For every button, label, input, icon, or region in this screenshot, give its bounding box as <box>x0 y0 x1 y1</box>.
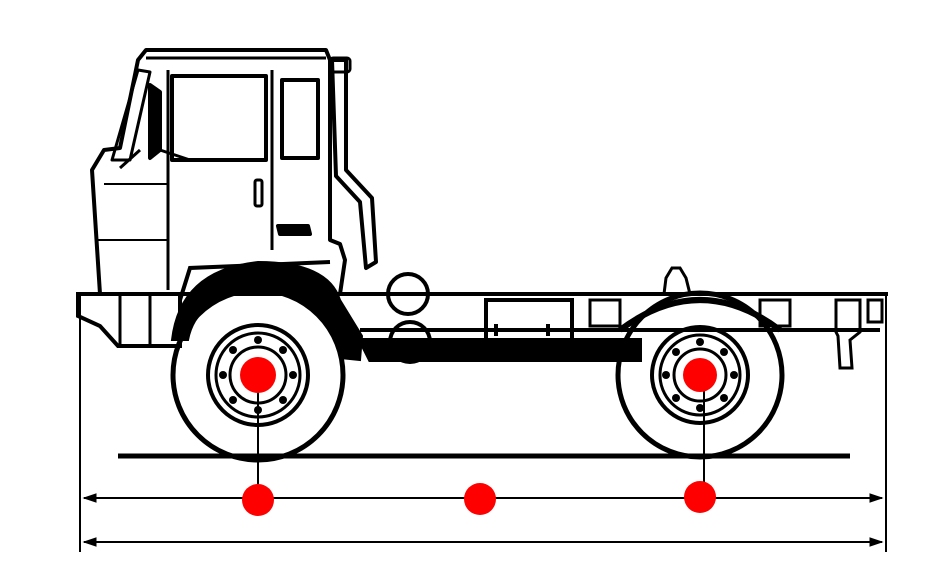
cab <box>92 50 376 294</box>
fifth-wheel <box>664 268 690 294</box>
front-axle-dimension-dot[interactable] <box>242 484 274 516</box>
frame-beam <box>360 340 640 360</box>
exhaust-pipe <box>332 60 376 268</box>
wheelbase-midpoint-dot[interactable] <box>464 483 496 515</box>
cab-step <box>278 226 310 234</box>
front-axle-hub-dot[interactable] <box>240 357 276 393</box>
rear-axle-dimension-dot[interactable] <box>684 481 716 513</box>
door-window <box>172 76 266 160</box>
front-bumper <box>78 294 180 346</box>
door-handle <box>255 180 262 206</box>
rear-axle-hub-dot[interactable] <box>683 358 717 392</box>
rear-window <box>282 80 318 158</box>
rear-light <box>836 300 860 368</box>
mirror-arm <box>150 85 160 158</box>
cab-outline <box>92 50 345 294</box>
